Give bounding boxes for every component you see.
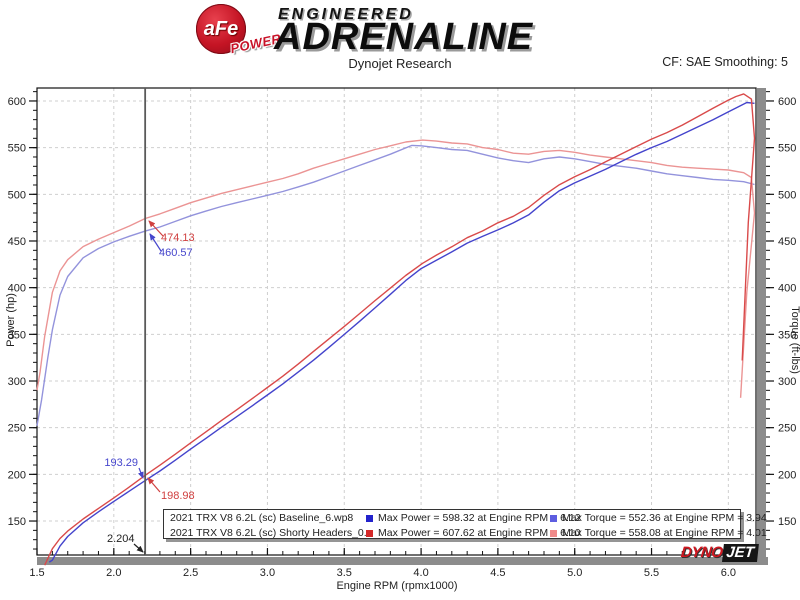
y-tick-label-left: 400	[8, 283, 26, 295]
y-tick-label-left: 250	[8, 423, 26, 435]
x-tick-label: 2.5	[183, 567, 198, 579]
x-tick-label: 5.0	[567, 567, 582, 579]
correction-factor-label: CF: SAE Smoothing: 5	[662, 55, 788, 69]
x-tick-label: 3.0	[260, 567, 275, 579]
torque-swatch-shorty	[550, 529, 557, 537]
legend-row-baseline: 2021 TRX V8 6.2L (sc) Baseline_6.wp8 Max…	[164, 510, 767, 525]
run-name-shorty: 2021 TRX V8 6.2L (sc) Shorty Headers_0.w…	[170, 527, 366, 539]
rpm-axis-title: Engine RPM (rpmx1000)	[336, 580, 457, 592]
power-swatch-shorty	[366, 529, 373, 537]
legend-box: 2021 TRX V8 6.2L (sc) Baseline_6.wp8 Max…	[163, 509, 767, 540]
bottom-axis-band	[37, 557, 768, 565]
torque-swatch-baseline	[550, 514, 557, 522]
max-power-shorty: Max Power = 607.62 at Engine RPM = 6.10	[378, 527, 581, 539]
run-name-baseline: 2021 TRX V8 6.2L (sc) Baseline_6.wp8	[170, 512, 354, 524]
torque-axis-title: Torque (ft-lbs)	[789, 306, 800, 374]
y-tick-label-left: 600	[8, 96, 26, 108]
cursor-rpm-label: 2.204	[107, 533, 135, 545]
y-tick-label-right: 600	[778, 96, 796, 108]
x-tick-label: 2.0	[106, 567, 121, 579]
y-tick-label-right: 450	[778, 236, 796, 248]
x-tick-label: 4.0	[413, 567, 428, 579]
y-tick-label-left: 200	[8, 469, 26, 481]
power-axis-title: Power (hp)	[5, 293, 17, 347]
y-tick-label-left: 450	[8, 236, 26, 248]
annotation-value-label: 474.13	[161, 232, 195, 244]
x-tick-label: 5.5	[644, 567, 659, 579]
legend-row-shorty: 2021 TRX V8 6.2L (sc) Shorty Headers_0.w…	[164, 525, 767, 540]
y-tick-label-right: 150	[778, 516, 796, 528]
max-power-baseline: Max Power = 598.32 at Engine RPM = 6.12	[378, 512, 581, 524]
annotation-value-label: 460.57	[159, 247, 193, 259]
y-tick-label-right: 200	[778, 469, 796, 481]
annotation-arrow	[149, 233, 162, 252]
header: aFe POWER ENGINEERED ADRENALINE Dynojet …	[0, 0, 800, 86]
dynojet-research-subtitle: Dynojet Research	[348, 56, 452, 71]
brand-adrenaline: ADRENALINE	[274, 16, 534, 58]
x-tick-label: 1.5	[29, 567, 44, 579]
right-axis-band	[757, 88, 766, 565]
y-tick-label-right: 350	[778, 329, 796, 341]
x-tick-label: 4.5	[490, 567, 505, 579]
y-tick-label-right: 550	[778, 143, 796, 155]
y-tick-label-left: 150	[8, 516, 26, 528]
cursor-arrow	[133, 543, 144, 553]
annotation-arrow	[137, 467, 144, 479]
max-torque-baseline: Max Torque = 552.36 at Engine RPM = 3.94	[562, 512, 767, 524]
y-tick-label-right: 500	[778, 189, 796, 201]
dynojet-logo-dyno: DYNO	[680, 544, 724, 561]
curve-baseline-power	[48, 101, 755, 563]
annotation-value-label: 193.29	[104, 457, 138, 469]
y-tick-label-left: 300	[8, 376, 26, 388]
dynojet-logo-jet: JET	[722, 544, 759, 562]
plot-border	[36, 87, 757, 556]
afe-logo-circle: aFe	[196, 4, 246, 54]
y-tick-label-left: 350	[8, 329, 26, 341]
power-swatch-baseline	[366, 514, 373, 522]
y-tick-label-right: 300	[778, 376, 796, 388]
y-tick-label-left: 500	[8, 189, 26, 201]
curve-baseline-torque	[36, 144, 755, 426]
afe-power-logo: aFe POWER	[196, 4, 283, 60]
curve-shorty-power	[44, 93, 756, 566]
annotation-arrow	[148, 220, 164, 237]
y-tick-label-left: 550	[8, 143, 26, 155]
max-torque-shorty: Max Torque = 558.08 at Engine RPM = 4.01	[562, 527, 767, 539]
x-tick-label: 3.5	[337, 567, 352, 579]
brand-engineered: ENGINEERED	[278, 6, 414, 23]
afe-logo-text: aFe	[203, 17, 239, 40]
y-tick-label-right: 250	[778, 423, 796, 435]
annotation-value-label: 198.98	[161, 490, 195, 502]
x-tick-label: 6.0	[721, 567, 736, 579]
annotation-arrow	[147, 477, 161, 493]
dynojet-logo: DYNO JET	[680, 544, 759, 562]
y-tick-label-right: 400	[778, 283, 796, 295]
curve-shorty-torque	[36, 139, 756, 398]
